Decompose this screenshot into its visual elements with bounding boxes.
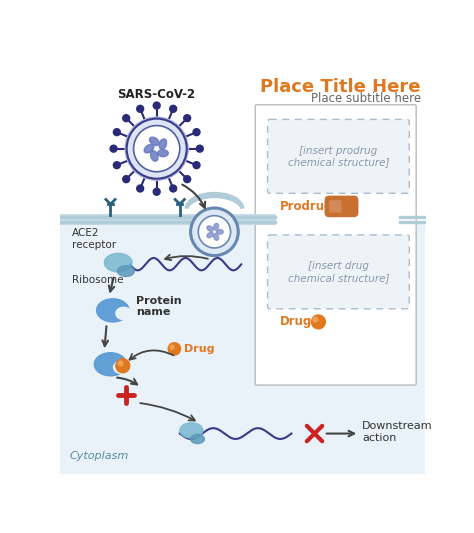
- Circle shape: [153, 188, 160, 195]
- Circle shape: [118, 361, 123, 366]
- Circle shape: [196, 145, 203, 152]
- Text: ACE2
receptor: ACE2 receptor: [72, 228, 116, 249]
- Ellipse shape: [157, 150, 168, 157]
- Circle shape: [170, 185, 177, 192]
- Circle shape: [134, 126, 180, 172]
- Circle shape: [137, 185, 144, 192]
- Circle shape: [127, 119, 187, 179]
- Circle shape: [193, 210, 236, 253]
- Ellipse shape: [94, 353, 127, 376]
- Circle shape: [198, 216, 231, 248]
- FancyBboxPatch shape: [325, 196, 358, 217]
- Text: Prodrug: Prodrug: [280, 200, 333, 213]
- Circle shape: [137, 106, 144, 112]
- Ellipse shape: [180, 423, 203, 438]
- Text: Ribosome: Ribosome: [72, 275, 124, 285]
- Circle shape: [170, 345, 174, 349]
- Circle shape: [168, 343, 181, 355]
- Ellipse shape: [207, 232, 213, 238]
- FancyBboxPatch shape: [255, 105, 416, 385]
- Ellipse shape: [144, 144, 154, 153]
- Text: Place subtitle here: Place subtitle here: [310, 92, 421, 104]
- Bar: [61, 214, 276, 225]
- Text: Drug: Drug: [280, 316, 312, 328]
- Circle shape: [193, 128, 200, 135]
- Circle shape: [113, 161, 120, 168]
- Text: Protein
name: Protein name: [136, 296, 182, 317]
- Ellipse shape: [114, 361, 129, 374]
- Ellipse shape: [159, 139, 166, 149]
- Text: [insert prodrug
chemical structure]: [insert prodrug chemical structure]: [288, 146, 389, 167]
- Circle shape: [170, 106, 177, 112]
- Ellipse shape: [216, 230, 223, 234]
- Bar: [61, 222, 425, 474]
- Circle shape: [193, 161, 200, 168]
- Circle shape: [184, 115, 191, 122]
- Circle shape: [125, 117, 188, 180]
- Circle shape: [190, 207, 239, 256]
- Text: [insert drug
chemical structure]: [insert drug chemical structure]: [288, 261, 389, 282]
- Circle shape: [110, 145, 117, 152]
- Ellipse shape: [149, 137, 159, 146]
- Text: Drug: Drug: [183, 344, 214, 354]
- Ellipse shape: [151, 151, 158, 161]
- FancyBboxPatch shape: [267, 235, 409, 309]
- Ellipse shape: [214, 233, 219, 240]
- FancyBboxPatch shape: [329, 200, 341, 213]
- Circle shape: [116, 359, 130, 373]
- Circle shape: [113, 128, 120, 135]
- Circle shape: [184, 176, 191, 183]
- Ellipse shape: [191, 434, 204, 443]
- FancyBboxPatch shape: [267, 119, 409, 193]
- Ellipse shape: [207, 226, 213, 231]
- Circle shape: [123, 115, 130, 122]
- Circle shape: [311, 315, 325, 329]
- Text: SARS-CoV-2: SARS-CoV-2: [118, 88, 196, 101]
- Bar: [257, 106, 415, 384]
- Ellipse shape: [118, 265, 134, 277]
- Circle shape: [153, 102, 160, 109]
- Circle shape: [313, 317, 318, 322]
- Ellipse shape: [116, 308, 131, 320]
- Text: Place Title Here: Place Title Here: [260, 78, 421, 96]
- Text: Downstream
action: Downstream action: [362, 421, 433, 443]
- Ellipse shape: [104, 253, 132, 272]
- Ellipse shape: [214, 223, 219, 230]
- Text: Cytoplasm: Cytoplasm: [70, 450, 129, 461]
- Circle shape: [123, 176, 130, 183]
- Ellipse shape: [97, 299, 129, 322]
